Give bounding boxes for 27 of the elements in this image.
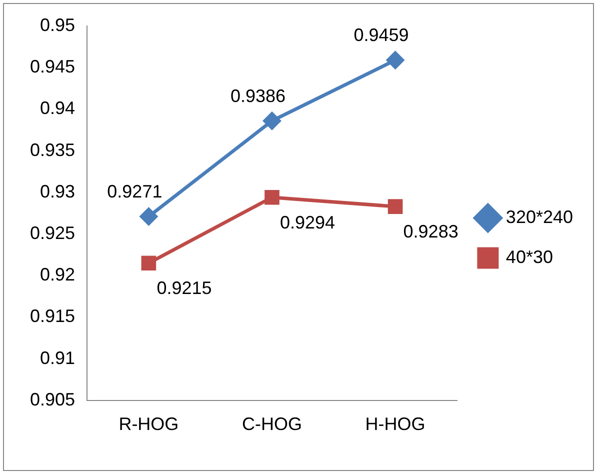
data-label: 0.9215: [156, 278, 212, 298]
data-label: 0.9283: [403, 222, 458, 242]
point: [264, 190, 280, 205]
legend-label: 320*240: [506, 206, 574, 227]
x-tick-label: C-HOG: [242, 414, 302, 434]
y-tick-label: 0.95: [40, 14, 76, 35]
point: [263, 112, 281, 130]
y-tick-label: 0.91: [40, 348, 76, 368]
data-label: 0.9271: [107, 181, 162, 202]
y-tick-label: 0.905: [30, 389, 76, 410]
y-tick-label: 0.915: [30, 306, 76, 326]
x-tick-label: H-HOG: [365, 414, 426, 434]
y-tick-label: 0.93: [40, 181, 76, 202]
point: [388, 199, 403, 214]
point: [141, 256, 156, 271]
y-tick-label: 0.945: [30, 56, 76, 77]
x-tick-label: R-HOG: [118, 414, 179, 434]
data-label: 0.9459: [354, 25, 409, 46]
y-tick-label: 0.925: [30, 222, 76, 243]
data-label: 0.9386: [230, 86, 286, 106]
y-tick-label: 0.92: [40, 264, 76, 285]
y-tick-label: 0.935: [30, 140, 76, 160]
data-label: 0.9294: [280, 212, 336, 232]
y-tick-label: 0.94: [40, 98, 76, 118]
point: [386, 51, 404, 69]
legend-label: 40*30: [506, 246, 553, 267]
point: [140, 208, 158, 226]
